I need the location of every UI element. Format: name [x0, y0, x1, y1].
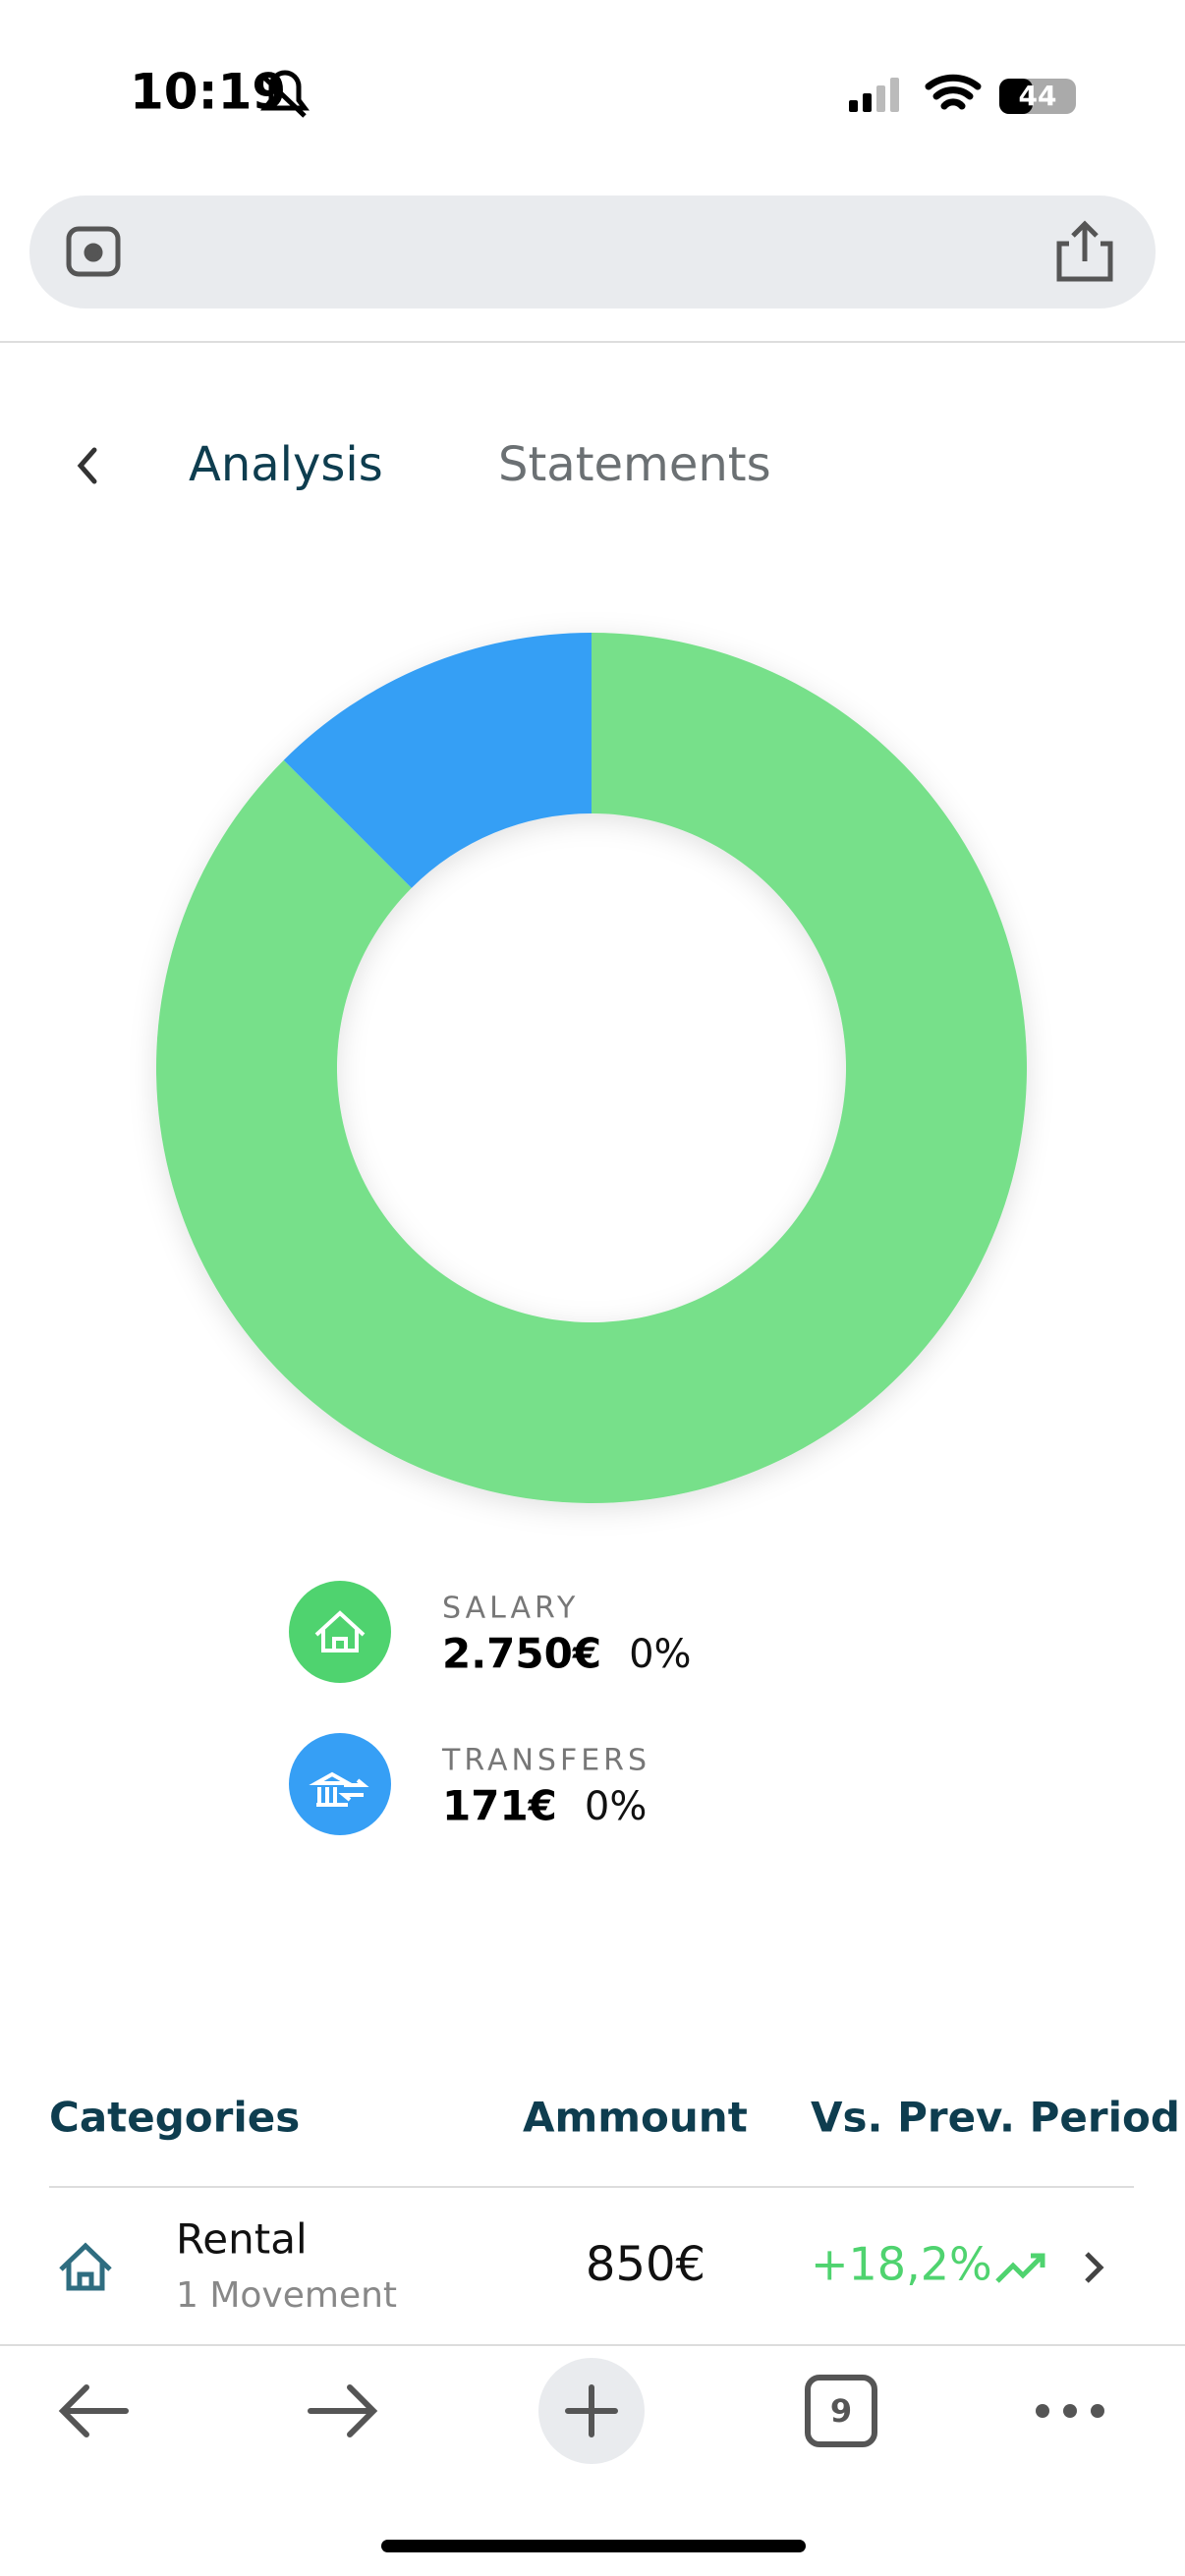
row-chevron	[1085, 2252, 1104, 2283]
legend-icon-bg	[289, 1581, 391, 1683]
header-change: Vs. Prev. Period	[811, 2094, 1180, 2142]
header-categories: Categories	[49, 2094, 300, 2142]
signal-icon	[849, 78, 899, 112]
legend: SALARY 2.750€ 0% TRANSFERS 171€ 0%	[289, 1581, 692, 1835]
lens-icon[interactable]	[66, 226, 121, 277]
url-bar[interactable]	[29, 196, 1156, 308]
tab-statements[interactable]: Statements	[498, 437, 771, 492]
legend-amount: 2.750€	[442, 1630, 601, 1678]
mute-icon	[260, 70, 310, 118]
table-row[interactable]: Rental 1 Movement 850€ +18,2%	[59, 2215, 1104, 2317]
trend-icon	[995, 2253, 1045, 2283]
tabs-count: 9	[830, 2392, 852, 2430]
legend-name: TRANSFERS	[441, 1744, 650, 1778]
donut-slice	[283, 633, 592, 888]
battery-text: 44	[1019, 80, 1057, 112]
header-amount: Ammount	[523, 2094, 748, 2142]
nav-back[interactable]	[58, 2384, 129, 2437]
row-name: Rental	[176, 2215, 308, 2264]
rental-icon	[59, 2242, 112, 2291]
home-indicator	[381, 2540, 806, 2552]
legend-name: SALARY	[442, 1592, 579, 1626]
donut-slice	[156, 633, 1027, 1503]
row-sub: 1 Movement	[176, 2275, 397, 2316]
row-amount: 850€	[586, 2237, 705, 2292]
tab-analysis[interactable]: Analysis	[189, 437, 383, 492]
nav-forward[interactable]	[308, 2384, 378, 2437]
battery-level	[999, 79, 1033, 114]
wifi-icon	[925, 74, 982, 110]
legend-change: 0%	[585, 1784, 647, 1829]
legend-icon	[309, 1771, 369, 1807]
legend-change: 0%	[629, 1632, 691, 1677]
share-icon[interactable]	[1056, 220, 1113, 282]
more-button[interactable]	[1036, 2404, 1104, 2418]
tabs-button[interactable]	[805, 2375, 877, 2447]
back-button[interactable]	[77, 447, 97, 484]
legend-amount: 171€	[442, 1782, 557, 1830]
row-change: +18,2%	[811, 2238, 992, 2291]
status-time: 10:19	[130, 64, 286, 121]
plus-icon	[565, 2384, 618, 2437]
donut-chart	[156, 633, 1027, 1503]
legend-icon	[314, 1610, 366, 1652]
